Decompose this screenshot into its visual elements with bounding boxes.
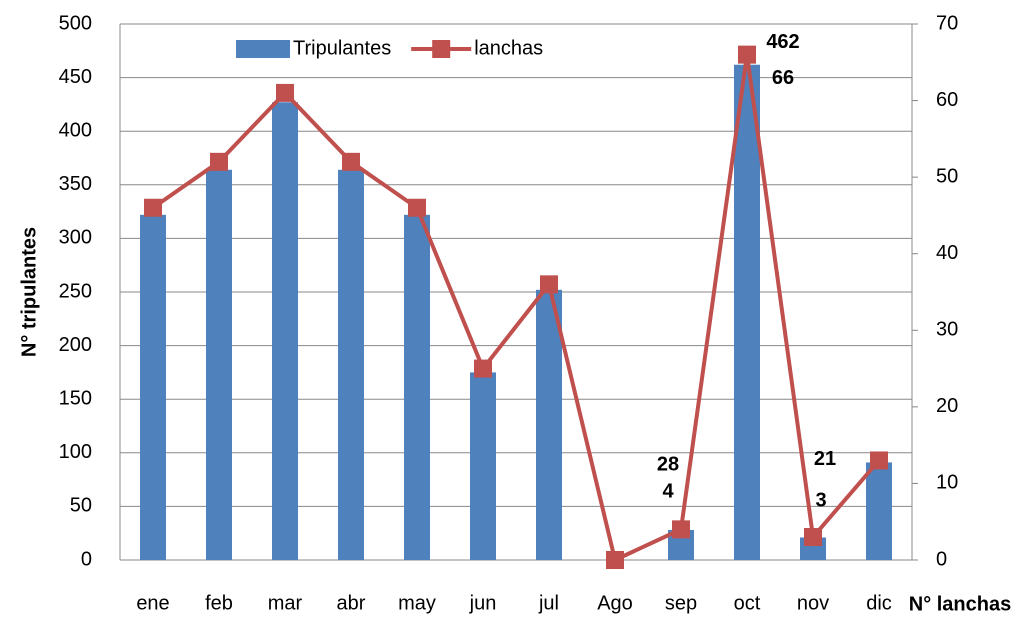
y-tick-label: 300 (59, 227, 92, 249)
marker (738, 45, 756, 64)
x-tick-label: sep (665, 592, 697, 614)
legend-label: Tripulantes (293, 37, 391, 59)
y2-tick-label: 40 (936, 242, 958, 264)
bar (470, 372, 496, 560)
y2-tick-label: 50 (936, 165, 958, 187)
x-tick-label: jul (538, 592, 559, 614)
marker (606, 551, 624, 569)
marker (870, 451, 888, 470)
x-tick-label: oct (734, 592, 761, 614)
data-label: 462 (766, 31, 799, 53)
y-tick-label: 150 (59, 387, 92, 409)
data-label: 3 (815, 489, 826, 511)
bar (404, 214, 430, 561)
x-tick-label: abr (337, 592, 366, 614)
x-tick-label: mar (268, 592, 303, 614)
bar (206, 169, 232, 561)
y-tick-label: 250 (59, 280, 92, 302)
marker (144, 198, 162, 217)
y-tick-label: 450 (59, 66, 92, 88)
y-tick-label: 400 (59, 119, 92, 141)
legend-swatch (236, 40, 290, 58)
marker (210, 152, 228, 171)
data-label: 4 (662, 481, 674, 503)
marker (474, 359, 492, 378)
y2-axis-title: N° lanchas (909, 593, 1011, 615)
line (151, 54, 881, 563)
marker (342, 152, 360, 171)
y-tick-label: 500 (59, 12, 92, 34)
y-tick-label: 0 (81, 548, 92, 570)
marker (276, 83, 294, 102)
x-tick-label: Ago (597, 592, 633, 614)
legend-swatch (432, 40, 451, 58)
data-label: 28 (657, 453, 679, 475)
y2-tick-label: 10 (936, 472, 958, 494)
marker (540, 275, 558, 294)
y2-tick-label: 70 (936, 12, 958, 34)
y-tick-label: 100 (59, 441, 92, 463)
legend-label: lanchas (474, 37, 543, 59)
y2-tick-label: 60 (936, 89, 958, 111)
bar (272, 102, 298, 561)
bar (734, 64, 760, 561)
x-tick-label: jun (469, 592, 497, 614)
bar (536, 289, 562, 560)
bar (140, 214, 166, 561)
marker (408, 198, 426, 217)
y2-tick-label: 30 (936, 319, 958, 341)
data-label: 21 (814, 448, 836, 470)
x-tick-label: may (398, 592, 436, 614)
x-tick-label: ene (136, 592, 169, 614)
x-tick-label: dic (866, 592, 892, 614)
x-tick-label: nov (797, 592, 829, 614)
bar (338, 169, 364, 561)
y-axis-title: N° tripulantes (18, 227, 40, 357)
y2-tick-label: 20 (936, 395, 958, 417)
marker (804, 528, 822, 547)
bar (866, 462, 892, 560)
y-tick-label: 200 (59, 334, 92, 356)
y-tick-label: 50 (70, 495, 92, 517)
marker (672, 520, 690, 539)
x-tick-label: feb (205, 592, 233, 614)
y2-tick-label: 0 (936, 548, 947, 570)
y-tick-label: 350 (59, 173, 92, 195)
data-label: 66 (772, 67, 794, 89)
